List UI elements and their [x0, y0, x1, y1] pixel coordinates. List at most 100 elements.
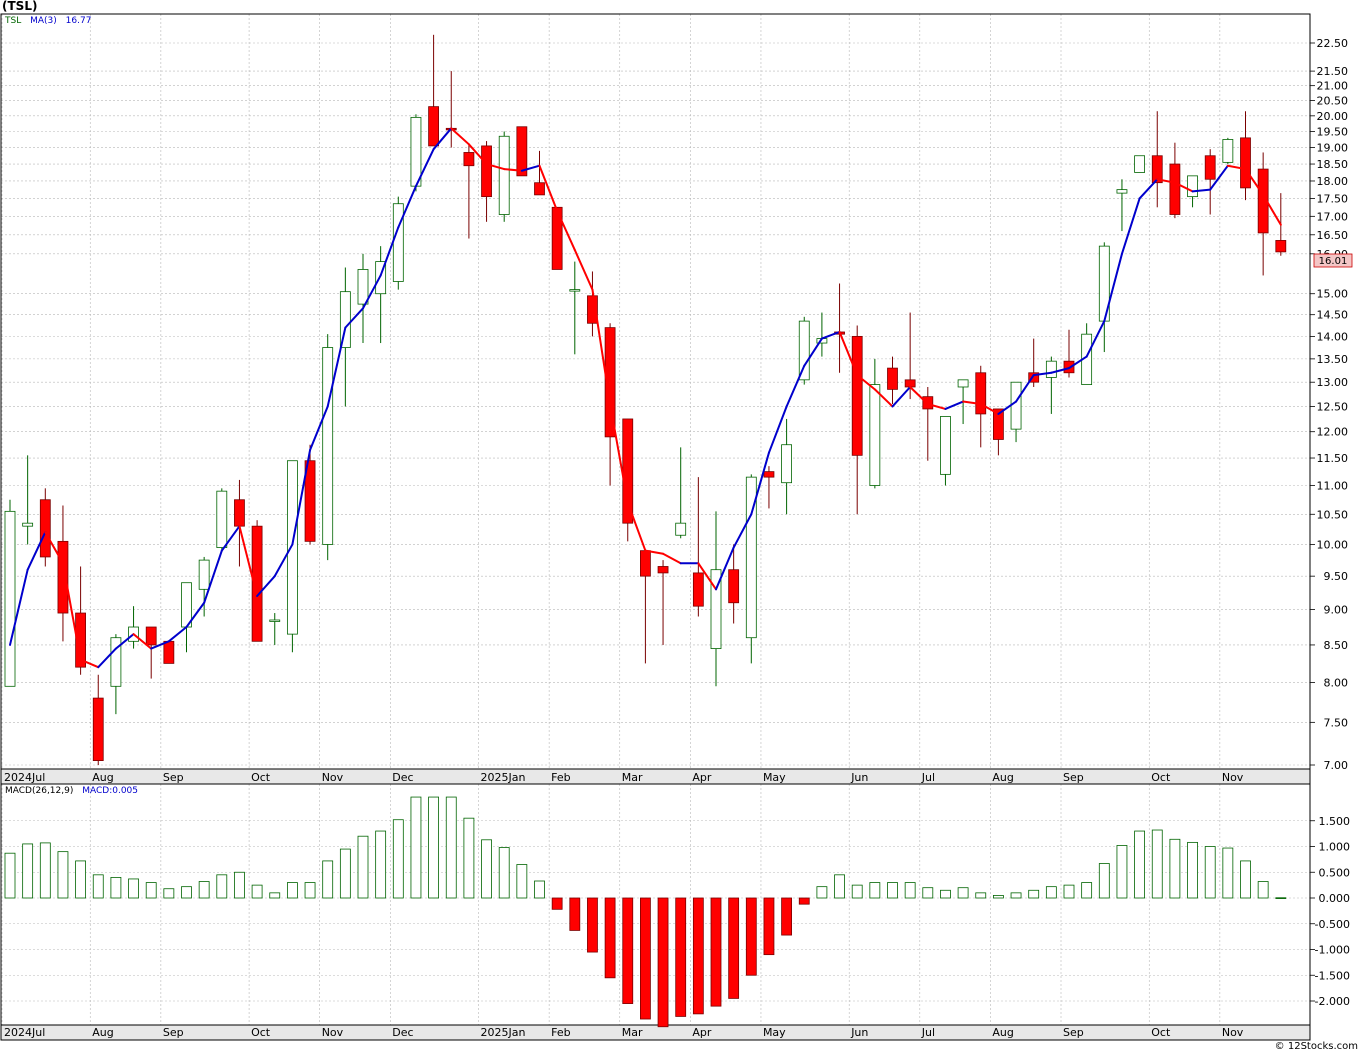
ma3-segment	[820, 330, 841, 340]
candle	[375, 246, 387, 344]
candle-body-down	[1275, 240, 1287, 253]
candle-body-up	[392, 203, 404, 282]
ma3-segment	[1138, 178, 1159, 200]
candle	[1169, 142, 1181, 219]
price-tick-label: 16.50	[1317, 229, 1349, 242]
ma3-segment	[838, 330, 859, 377]
macd-bar	[551, 897, 563, 910]
candle	[481, 141, 492, 222]
macd-tick-label: -1.500	[1315, 969, 1350, 982]
price-tick-label: 17.00	[1317, 210, 1349, 223]
macd-bar	[110, 877, 122, 899]
candle	[357, 253, 369, 344]
date-tick-label: Mar	[622, 1026, 643, 1039]
candle-body-down	[428, 106, 440, 147]
candle-body-down	[39, 499, 51, 558]
macd-bar	[904, 882, 916, 899]
ma3-segment	[309, 405, 329, 452]
candle-body-up	[410, 116, 422, 187]
macd-bar	[1098, 863, 1110, 899]
date-tick-label: Jul	[921, 1026, 935, 1039]
price-tick-label: 18.00	[1317, 175, 1349, 188]
ma3-segment	[326, 326, 347, 408]
macd-bar	[375, 830, 387, 899]
price-tick-label: 9.00	[1324, 604, 1349, 617]
macd-bar	[1116, 845, 1128, 899]
ma3-segment	[1120, 197, 1141, 255]
ma3-segment	[909, 385, 929, 405]
macd-tick-label: -0.500	[1315, 918, 1350, 931]
candle	[745, 474, 757, 664]
macd-bar	[851, 884, 863, 899]
date-tick-label: Nov	[1222, 771, 1244, 784]
candle	[551, 206, 563, 270]
date-axis-bottom: 2024Jul Aug Sep Oct Nov Dec 2025Jan Feb Mar Apr Ma…	[4, 1026, 1244, 1039]
price-tick-label: 17.50	[1317, 192, 1349, 205]
macd-bar	[498, 847, 510, 899]
candle-body-down	[145, 626, 157, 646]
ma3-segment	[591, 288, 612, 405]
macd-bar	[1257, 881, 1269, 899]
candle	[1257, 152, 1269, 276]
ma3-segment	[44, 531, 64, 565]
macd-bar	[92, 874, 104, 899]
ma3-segment	[203, 549, 223, 604]
macd-bar	[322, 860, 334, 899]
candle	[1222, 137, 1234, 165]
candle-body-up	[110, 637, 122, 687]
candle	[781, 418, 792, 515]
candle-body-down	[463, 152, 475, 167]
candle	[1098, 242, 1110, 353]
candle	[1116, 179, 1128, 232]
candle-body-down	[1240, 137, 1251, 189]
ma3-segment	[1209, 164, 1229, 191]
candle-body-down	[92, 697, 104, 761]
candle-body-down	[604, 327, 616, 438]
candle	[834, 283, 845, 373]
candle-body-down	[657, 566, 669, 574]
candle-body-down	[640, 550, 651, 577]
candle-body-down	[534, 182, 545, 196]
candle-body-down	[1028, 372, 1040, 383]
legend-macd-label: MACD(26,12,9)	[5, 786, 74, 796]
macd-bar	[216, 874, 228, 899]
ma3-segment	[926, 402, 947, 410]
macd-bar	[587, 897, 598, 953]
macd-gridlines	[1, 784, 1310, 1025]
ma3-segment	[256, 575, 276, 598]
macd-legend: MACD(26,12,9) MACD:0.005	[5, 786, 138, 796]
candle-body-up	[940, 416, 951, 475]
candle	[516, 126, 528, 177]
date-tick-label: Nov	[322, 771, 344, 784]
macd-bar	[181, 886, 192, 899]
date-tick-label: Nov	[322, 1026, 344, 1039]
macd-bar	[1169, 838, 1181, 899]
price-tick-label: 15.00	[1317, 288, 1349, 301]
ma3-segment	[856, 374, 876, 391]
candle	[445, 71, 457, 148]
candle-body-down	[887, 367, 898, 390]
price-legend: TSL MA(3) 16.77	[5, 16, 91, 26]
candle	[1240, 111, 1251, 201]
price-tick-label: 21.00	[1317, 80, 1349, 93]
price-tick-label: 20.50	[1317, 95, 1349, 108]
candle-body-up	[957, 379, 969, 388]
ma3-segment	[97, 647, 117, 669]
date-tick-label: Feb	[551, 771, 570, 784]
macd-bar	[22, 843, 34, 899]
macd-bar	[463, 817, 475, 899]
candle	[286, 460, 298, 653]
price-tick-label: 21.50	[1317, 65, 1349, 78]
ma3-segment	[362, 274, 382, 310]
candle-body-up	[1222, 139, 1234, 163]
date-tick-label: Oct	[1151, 771, 1171, 784]
site-credit: © 12Stocks.com	[1274, 1041, 1358, 1052]
candle-body-down	[75, 612, 86, 668]
candle	[392, 196, 404, 290]
ma3-segment	[150, 640, 170, 650]
candle-body-down	[728, 569, 740, 604]
candle	[851, 325, 863, 515]
candle	[640, 550, 651, 664]
macd-bar	[781, 897, 792, 936]
candle-body-down	[1169, 163, 1181, 215]
